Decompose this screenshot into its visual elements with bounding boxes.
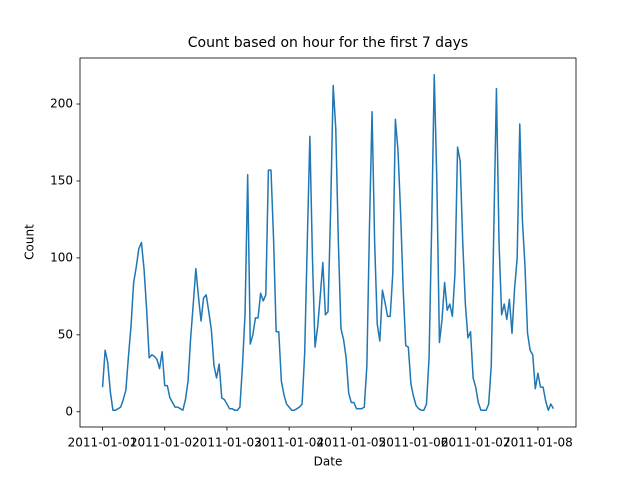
x-tick-label: 2011-01-06 [379, 436, 449, 450]
x-tick-label: 2011-01-01 [68, 436, 138, 450]
y-axis-label: Count [23, 224, 37, 260]
x-tick-label: 2011-01-05 [316, 436, 386, 450]
x-tick-label: 2011-01-04 [254, 436, 324, 450]
x-axis-label: Date [314, 455, 343, 469]
y-tick-label: 50 [58, 327, 73, 341]
y-tick-label: 0 [65, 404, 73, 418]
x-tick-label: 2011-01-08 [503, 436, 573, 450]
x-tick-label: 2011-01-07 [441, 436, 511, 450]
x-tick-label: 2011-01-02 [130, 436, 200, 450]
data-line [101, 74, 555, 411]
chart-title: Count based on hour for the first 7 days [188, 35, 468, 51]
y-tick-label: 100 [50, 250, 73, 264]
y-tick-label: 150 [50, 173, 73, 187]
y-tick-label: 200 [50, 97, 73, 111]
plot-frame [79, 57, 577, 428]
x-tick-label: 2011-01-03 [192, 436, 262, 450]
